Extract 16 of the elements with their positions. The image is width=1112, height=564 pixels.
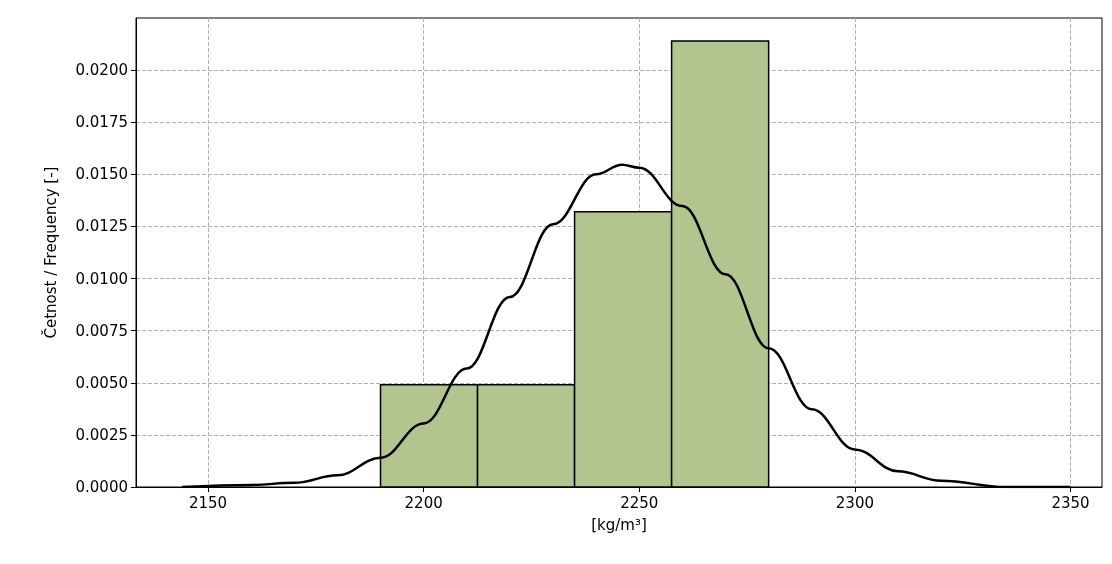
x-tick-label: 2150 bbox=[188, 493, 228, 512]
x-tick-label: 2350 bbox=[1051, 493, 1090, 512]
y-tick-label: 0.0125 bbox=[75, 217, 128, 236]
x-tick-label: 2300 bbox=[835, 493, 874, 512]
y-tick-label: 0.0025 bbox=[75, 425, 128, 444]
x-tick-label: 2250 bbox=[620, 493, 659, 512]
x-tick-label: 2200 bbox=[404, 493, 443, 512]
y-tick-label: 0.0150 bbox=[75, 165, 128, 184]
y-tick-label: 0.0075 bbox=[75, 321, 128, 340]
y-tick-label: 0.0000 bbox=[75, 478, 128, 496]
y-tick-label: 0.0175 bbox=[75, 113, 128, 132]
y-tick-label: 0.0200 bbox=[75, 61, 128, 80]
x-axis-title: [kg/m³] bbox=[591, 515, 647, 534]
y-tick-label: 0.0100 bbox=[75, 269, 128, 288]
y-axis-title: Četnost / Frequency [-] bbox=[40, 166, 60, 339]
y-tick-label: 0.0050 bbox=[75, 373, 128, 392]
